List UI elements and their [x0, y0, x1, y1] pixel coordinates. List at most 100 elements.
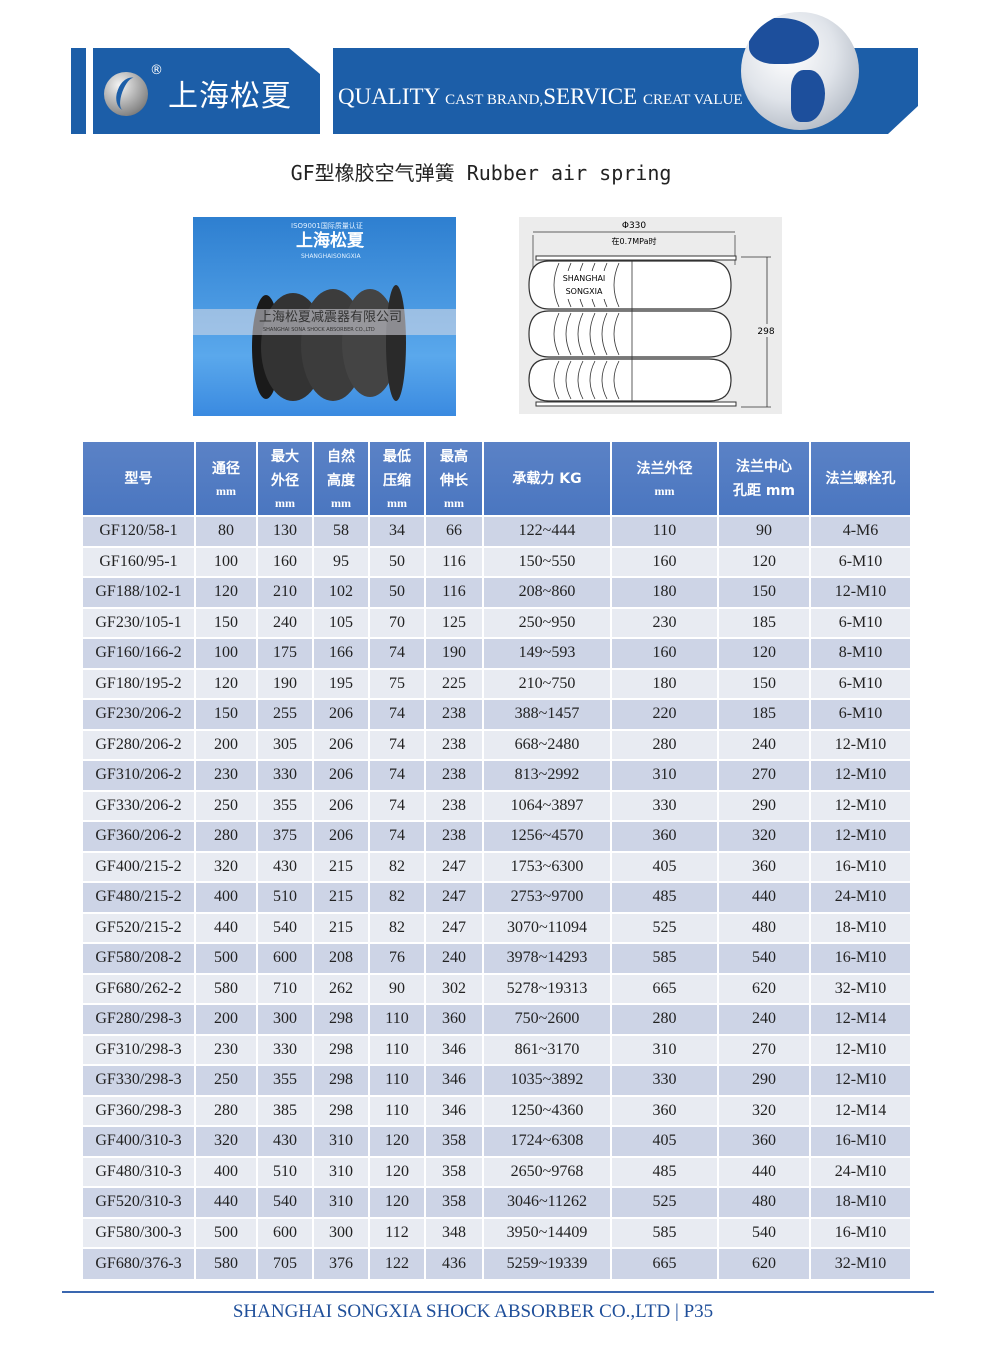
table-cell: 75 — [369, 667, 426, 699]
table-cell: 510 — [257, 1155, 314, 1187]
table-cell: 32-M10 — [810, 1247, 912, 1279]
column-header-label: 法兰中心 孔距 mm — [732, 458, 796, 499]
table-cell: GF330/298-3 — [83, 1064, 196, 1096]
table-cell: 1035~3892 — [483, 1064, 612, 1096]
table-cell: 585 — [611, 1216, 719, 1248]
table-cell: 1753~6300 — [483, 850, 612, 882]
table-cell: 150~550 — [483, 545, 612, 577]
watermark-band — [193, 309, 456, 335]
table-cell: 240 — [718, 728, 811, 760]
table-cell: 12-M10 — [810, 576, 912, 608]
table-row: GF230/206-2 150 255 206 74 238 388~1457 220 185 6… — [83, 698, 912, 730]
table-cell: 120 — [718, 545, 811, 577]
table-cell: 238 — [425, 789, 484, 821]
table-cell: 16-M10 — [810, 942, 912, 974]
table-row: GF330/298-3 250 355 298 110 346 1035~3892 330 29… — [83, 1064, 912, 1096]
column-header-unit: mm — [216, 483, 236, 498]
table-cell: 6-M10 — [810, 667, 912, 699]
table-cell: 320 — [718, 1094, 811, 1126]
column-header-unit: mm — [275, 495, 295, 510]
table-row: GF680/262-2 580 710 262 90 302 5278~19313 665 62… — [83, 972, 912, 1004]
table-cell: 346 — [425, 1094, 484, 1126]
table-cell: 110 — [369, 1064, 426, 1096]
column-header: 最大 外径 mm — [257, 442, 314, 516]
table-cell: 210 — [257, 576, 314, 608]
table-cell: 440 — [718, 881, 811, 913]
column-header-label: 型号 — [124, 470, 153, 487]
spec-table: 型号 通径 mm 最大 外径 mm 自然 高度 mm 最低 压缩 mm 最高 伸长 mm 承载力 KG… — [83, 442, 912, 1279]
table-cell: 500 — [195, 1216, 258, 1248]
table-cell: 76 — [369, 942, 426, 974]
table-cell: 112 — [369, 1216, 426, 1248]
table-cell: 12-M10 — [810, 789, 912, 821]
table-cell: 238 — [425, 820, 484, 852]
table-cell: 160 — [611, 637, 719, 669]
table-cell: 120 — [195, 576, 258, 608]
table-cell: 160 — [611, 545, 719, 577]
table-cell: 110 — [369, 1033, 426, 1065]
table-cell: 298 — [313, 1094, 370, 1126]
table-cell: 110 — [369, 1003, 426, 1035]
table-cell: 360 — [611, 820, 719, 852]
table-cell: 70 — [369, 606, 426, 638]
table-row: GF480/310-3 400 510 310 120 358 2650~9768 485 44… — [83, 1155, 912, 1187]
table-cell: 240 — [257, 606, 314, 638]
table-cell: 525 — [611, 1186, 719, 1218]
slogan-cast-brand: CAST BRAND, — [445, 92, 544, 108]
table-cell: 310 — [611, 1033, 719, 1065]
column-header-label: 承载力 KG — [512, 470, 582, 487]
table-row: GF330/206-2 250 355 206 74 238 1064~3897 330 290… — [83, 789, 912, 821]
table-cell: 18-M10 — [810, 1186, 912, 1218]
pressure-label: 在0.7MPa时 — [612, 236, 657, 246]
table-cell: 861~3170 — [483, 1033, 612, 1065]
table-cell: 750~2600 — [483, 1003, 612, 1035]
table-cell: 90 — [369, 972, 426, 1004]
table-cell: 215 — [313, 881, 370, 913]
table-cell: 100 — [195, 545, 258, 577]
table-cell: 580 — [195, 1247, 258, 1279]
table-cell: 12-M10 — [810, 1033, 912, 1065]
table-cell: 110 — [369, 1094, 426, 1126]
table-cell: 320 — [718, 820, 811, 852]
table-cell: 665 — [611, 972, 719, 1004]
table-cell: 58 — [313, 515, 370, 547]
table-cell: 247 — [425, 850, 484, 882]
column-header-label: 最低 压缩 — [383, 448, 411, 489]
table-cell: 215 — [313, 850, 370, 882]
table-cell: 400 — [195, 1155, 258, 1187]
table-row: GF580/208-2 500 600 208 76 240 3978~14293 585 54… — [83, 942, 912, 974]
table-cell: 206 — [313, 820, 370, 852]
table-cell: 668~2480 — [483, 728, 612, 760]
photo-cert-text: ISO9001国际质量认证 — [291, 222, 363, 230]
table-cell: 388~1457 — [483, 698, 612, 730]
table-cell: 4-M6 — [810, 515, 912, 547]
table-cell: GF360/298-3 — [83, 1094, 196, 1126]
table-cell: 16-M10 — [810, 1125, 912, 1157]
table-cell: 110 — [611, 515, 719, 547]
table-cell: GF160/166-2 — [83, 637, 196, 669]
table-cell: GF520/215-2 — [83, 911, 196, 943]
table-cell: GF400/310-3 — [83, 1125, 196, 1157]
watermark-en: SHANGHAI SONA SHOCK ABSORBER CO.,LTD — [263, 327, 375, 333]
table-cell: 247 — [425, 911, 484, 943]
diagram-label-1: SHANGHAI — [563, 274, 606, 283]
table-cell: 74 — [369, 698, 426, 730]
table-cell: 250~950 — [483, 606, 612, 638]
photo-brand: 上海松夏 — [296, 231, 364, 251]
table-cell: 346 — [425, 1033, 484, 1065]
table-cell: 710 — [257, 972, 314, 1004]
table-cell: 2753~9700 — [483, 881, 612, 913]
table-cell: 540 — [718, 1216, 811, 1248]
table-cell: 238 — [425, 698, 484, 730]
table-row: GF400/215-2 320 430 215 82 247 1753~6300 405 360… — [83, 850, 912, 882]
logo-s-icon — [104, 72, 148, 116]
column-header-unit: mm — [444, 495, 464, 510]
table-cell: 358 — [425, 1125, 484, 1157]
table-cell: 180 — [611, 576, 719, 608]
table-cell: 298 — [313, 1033, 370, 1065]
table-cell: 2650~9768 — [483, 1155, 612, 1187]
table-cell: 270 — [718, 1033, 811, 1065]
table-cell: 18-M10 — [810, 911, 912, 943]
table-cell: 430 — [257, 1125, 314, 1157]
table-cell: 66 — [425, 515, 484, 547]
